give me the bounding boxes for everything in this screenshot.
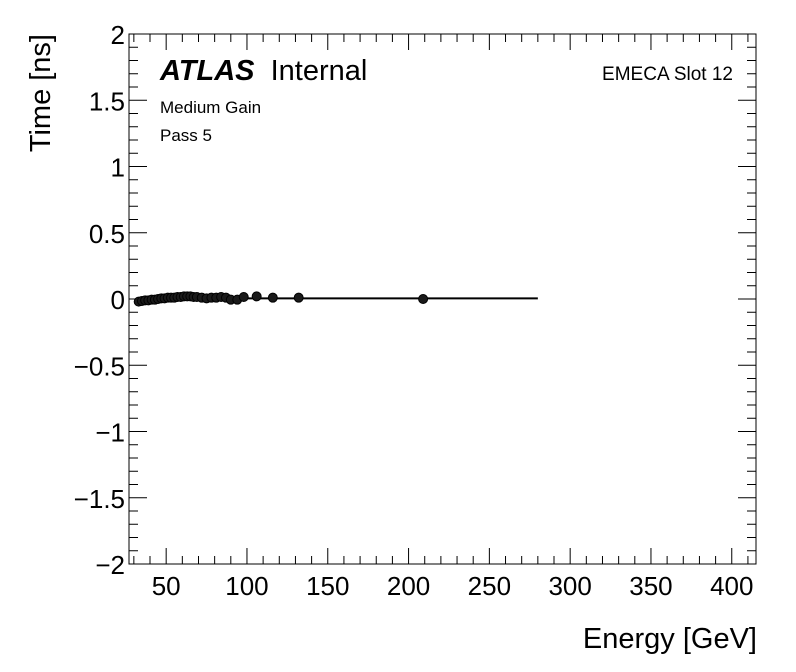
y-tick-label: −1.5 <box>74 484 125 514</box>
x-tick-label: 350 <box>629 571 672 601</box>
data-point <box>238 292 249 303</box>
y-tick-label: 0 <box>111 285 125 315</box>
x-tick-label: 400 <box>710 571 753 601</box>
data-point <box>267 292 278 303</box>
x-tick-label: 300 <box>548 571 591 601</box>
x-tick-label: 250 <box>468 571 511 601</box>
y-tick-label: 1.5 <box>89 86 125 116</box>
data-point <box>418 294 429 304</box>
x-axis-label: Energy [GeV] <box>583 623 757 655</box>
x-tick-label: 150 <box>306 571 349 601</box>
x-tick-label: 100 <box>225 571 268 601</box>
x-tick-label: 200 <box>387 571 430 601</box>
y-tick-label: −0.5 <box>74 351 125 381</box>
y-tick-label: −2 <box>95 550 125 580</box>
y-tick-label: −1 <box>95 418 125 448</box>
pass-label: Pass 5 <box>160 126 212 145</box>
x-tick-label: 50 <box>152 571 181 601</box>
data-point <box>293 292 304 303</box>
tick-marks <box>129 33 756 565</box>
gain-label: Medium Gain <box>160 98 261 117</box>
atlas-label: ATLAS Internal <box>159 55 367 87</box>
data-point <box>251 291 262 302</box>
y-axis-label: Time [ns] <box>25 34 57 152</box>
data-points <box>133 291 429 307</box>
atlas-experiment: ATLAS <box>159 55 255 87</box>
slot-label: EMECA Slot 12 <box>602 64 733 85</box>
x-tick-labels: 50 100 150 200 250 300 350 400 <box>152 571 754 601</box>
y-tick-label: 1 <box>111 153 125 183</box>
y-tick-labels: −2 −1.5 −1 −0.5 0 0.5 1 1.5 2 <box>74 20 125 580</box>
atlas-status: Internal <box>271 55 368 87</box>
y-tick-label: 2 <box>111 20 125 50</box>
y-tick-label: 0.5 <box>89 219 125 249</box>
